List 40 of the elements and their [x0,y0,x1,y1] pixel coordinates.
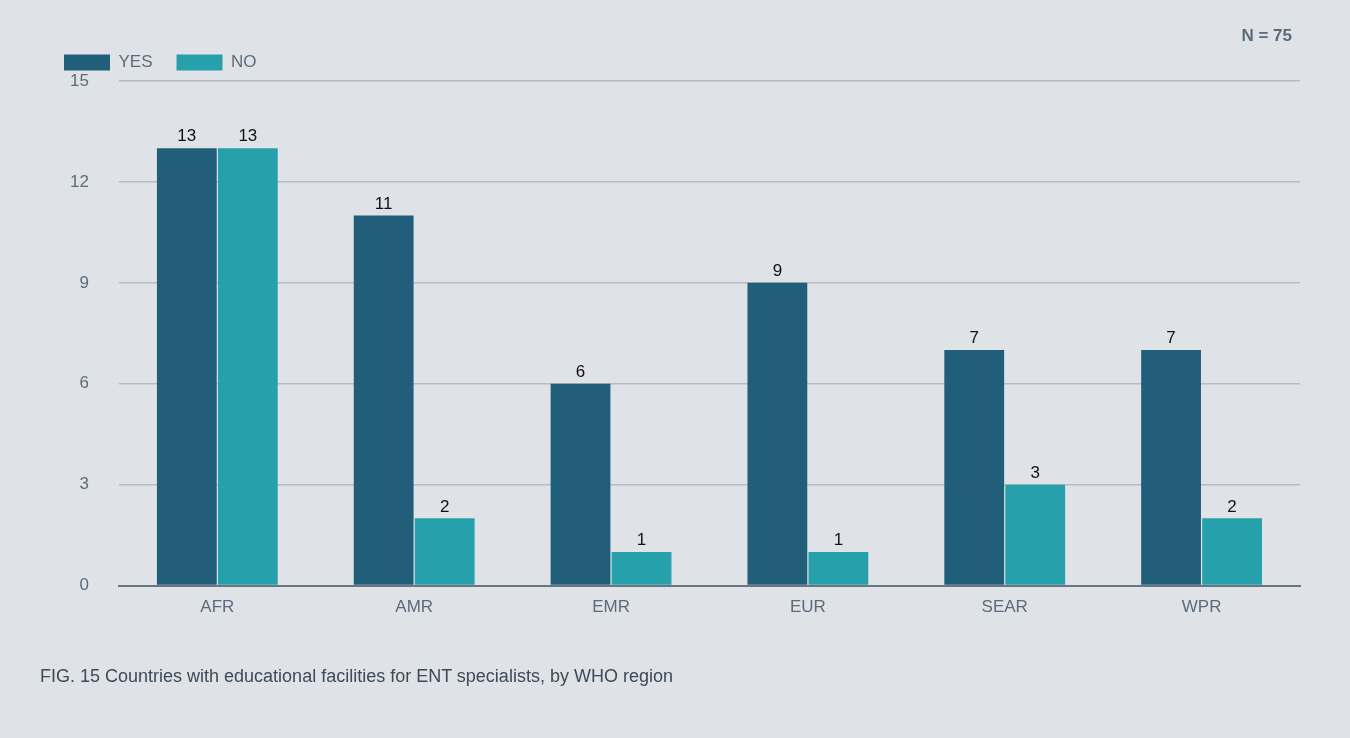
bar [550,383,611,585]
y-tick-label: 15 [69,70,89,90]
data-label: 9 [772,261,783,281]
bar [414,518,475,585]
caption: FIG. 15 Countries with educational facilities for ENT specialists, by WHO region [40,666,673,687]
bar [808,551,869,585]
bar [944,350,1005,585]
y-tick-label: 3 [79,474,89,494]
bar [611,551,672,585]
data-label: 7 [969,328,979,348]
bar [747,282,808,585]
data-label: 11 [374,193,393,213]
bar [217,148,278,585]
legend-label: NO [231,52,257,72]
data-label: 13 [238,126,258,146]
y-tick-label: 9 [79,272,89,292]
y-tick-label: 0 [79,575,89,595]
x-tick-label: SEAR [981,597,1028,617]
x-tick-label: WPR [1181,597,1222,617]
data-label: 6 [575,361,586,381]
x-tick-label: EUR [789,597,826,617]
data-label: 1 [636,530,647,550]
y-tick-label: 6 [79,373,89,393]
legend-label: YES [118,52,153,72]
y-tick-label: 12 [69,171,89,191]
bar [1141,350,1201,585]
bar [1005,484,1066,585]
bar [353,215,414,585]
data-label: 7 [1166,328,1176,348]
x-tick-label: AFR [200,597,235,617]
data-label: 2 [1227,496,1237,516]
bar [156,148,217,585]
data-label: 2 [439,496,450,516]
data-label: 1 [833,530,844,550]
data-label: 13 [177,126,197,146]
bar [1202,518,1262,585]
data-label: 3 [1030,462,1040,482]
x-tick-label: AMR [395,597,434,617]
text: N = 75 [1241,26,1292,46]
x-tick-label: EMR [592,597,630,617]
